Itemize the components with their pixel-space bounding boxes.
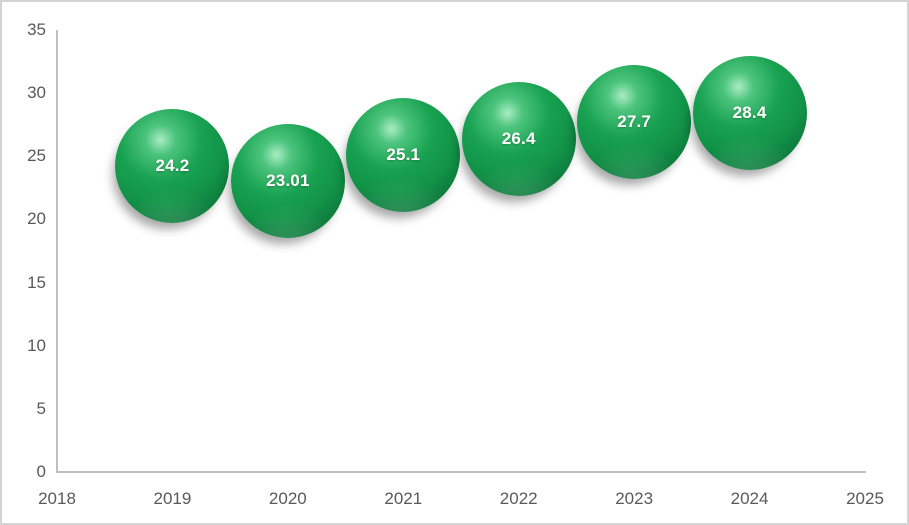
bubble[interactable]: 27.7	[577, 65, 692, 180]
bubble[interactable]: 26.4	[461, 81, 576, 196]
x-tick-label: 2024	[730, 489, 769, 508]
y-tick-label: 25	[27, 146, 46, 166]
x-tick-label: 2019	[153, 489, 192, 508]
bubble-label: 28.4	[732, 103, 767, 123]
bubble-label: 26.4	[501, 128, 536, 148]
x-tick-label: 2018	[38, 489, 76, 508]
bubble-label: 23.01	[266, 171, 310, 191]
x-tick-label: 2021	[384, 489, 423, 508]
x-tick-label: 2020	[268, 489, 307, 508]
bubble-label: 27.7	[617, 112, 652, 132]
bubble[interactable]: 28.4	[692, 56, 807, 171]
y-tick-label: 20	[27, 209, 46, 229]
x-tick-label: 2025	[846, 489, 884, 508]
bubble-label: 24.2	[155, 156, 190, 176]
bubble[interactable]: 24.2	[115, 109, 230, 224]
y-tick-label: 0	[36, 462, 46, 481]
y-tick-label: 5	[36, 398, 46, 418]
y-axis-line	[56, 30, 58, 473]
x-tick-label: 2023	[615, 489, 654, 508]
y-tick-label: 30	[27, 83, 46, 103]
y-tick-label: 35	[27, 20, 46, 39]
y-tick-label: 10	[27, 335, 46, 355]
bubble-label: 25.1	[386, 145, 421, 165]
y-tick-label: 15	[27, 272, 46, 292]
bubble[interactable]: 23.01	[230, 124, 345, 239]
bubble[interactable]: 25.1	[346, 98, 461, 213]
x-axis-line	[56, 471, 866, 473]
x-tick-label: 2022	[499, 489, 538, 508]
